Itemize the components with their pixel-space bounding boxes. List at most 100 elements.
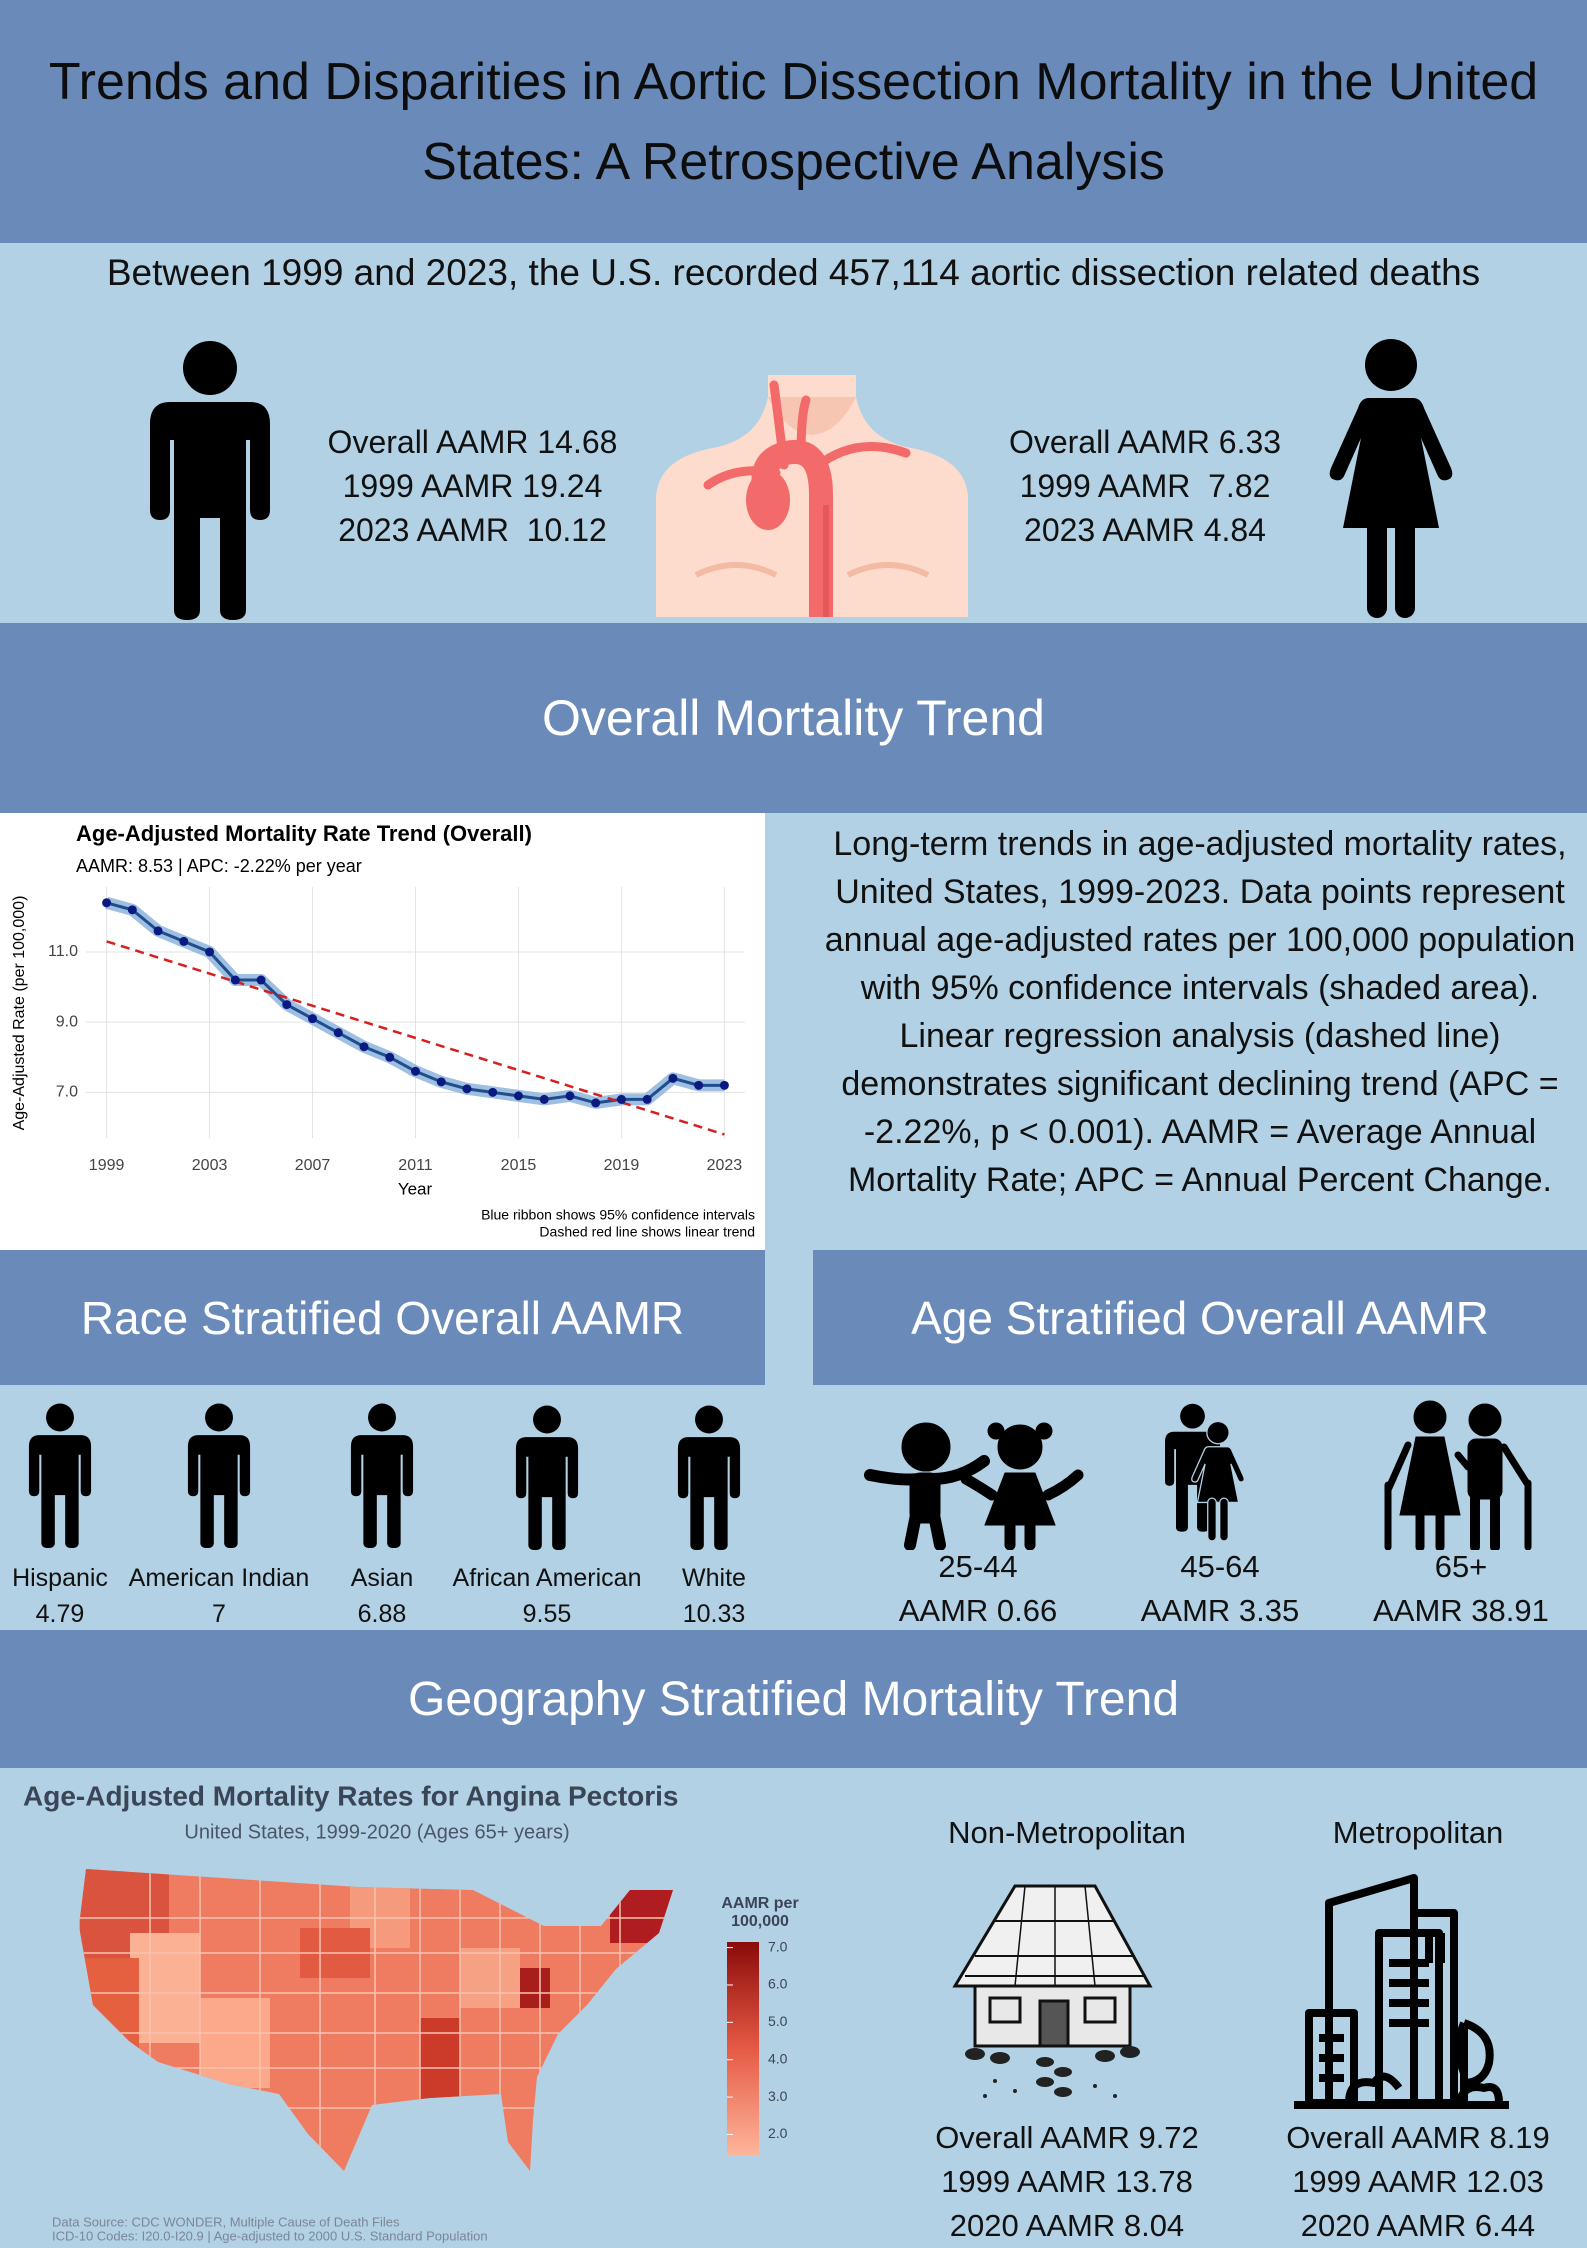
- race-icons: [28, 1403, 741, 1550]
- map-title: Age-Adjusted Mortality Rates for Angina …: [23, 1780, 679, 1811]
- colorbar-tick-label: 2.0: [768, 2125, 788, 2141]
- area-stat: 2020 AAMR 6.44: [1300, 2208, 1536, 2243]
- race-header: Race Stratified Overall AAMR: [0, 1250, 765, 1385]
- race-value: 6.88: [357, 1600, 407, 1628]
- person-icon: [187, 1403, 251, 1548]
- person-icon: [515, 1405, 579, 1550]
- colorbar: [727, 1942, 759, 2155]
- male-stats: Overall AAMR 14.68 1999 AAMR 19.24 2023 …: [300, 420, 645, 552]
- x-axis-label: Year: [398, 1179, 433, 1198]
- male-stat: 1999 AAMR 19.24: [342, 468, 603, 504]
- data-point: [694, 1080, 704, 1090]
- data-point: [565, 1091, 575, 1101]
- female-stat: 1999 AAMR 7.82: [1019, 468, 1271, 504]
- race-name: American Indian: [128, 1564, 310, 1592]
- regression-line: [106, 940, 725, 1136]
- colorbar-tick-label: 4.0: [768, 2050, 788, 2066]
- data-point: [411, 1066, 420, 1076]
- race-name: African American: [452, 1564, 642, 1592]
- data-point: [591, 1098, 601, 1108]
- page-title: Trends and Disparities in Aortic Dissect…: [48, 52, 1539, 191]
- area-stat: 1999 AAMR 13.78: [941, 2164, 1193, 2199]
- x-tick-label: 2007: [295, 1157, 331, 1174]
- person-icon: [350, 1403, 414, 1548]
- area-stat: 2020 AAMR 8.04: [949, 2208, 1185, 2243]
- male-stat: 2023 AAMR 10.12: [338, 512, 607, 548]
- chart-panel: Age-Adjusted Mortality Rate Trend (Overa…: [0, 813, 765, 1250]
- data-point: [359, 1042, 369, 1052]
- age-value: AAMR 0.66: [898, 1593, 1058, 1628]
- data-point: [539, 1094, 549, 1104]
- data-point: [719, 1080, 729, 1090]
- torso-illustration: [656, 375, 968, 617]
- data-point: [616, 1094, 626, 1104]
- rural-house-icon: [952, 1884, 1153, 2098]
- male-icon: [150, 341, 270, 620]
- data-point: [102, 898, 112, 908]
- female-stat: 2023 AAMR 4.84: [1024, 512, 1266, 548]
- age-group: 25-44 AAMR 0.66: [878, 1545, 1078, 1633]
- age-label: 65+: [1434, 1549, 1488, 1584]
- data-point: [333, 1028, 343, 1038]
- race-group: White 10.33: [664, 1560, 764, 1632]
- map-source: Data Source: CDC WONDER, Multiple Cause …: [52, 2214, 400, 2229]
- age-icons: [864, 1400, 1532, 1550]
- legend-title: AAMR per: [721, 1895, 798, 1912]
- data-point: [230, 975, 240, 985]
- data-point: [153, 926, 163, 936]
- male-stat: Overall AAMR 14.68: [327, 424, 618, 460]
- chart-title: Age-Adjusted Mortality Rate Trend (Overa…: [76, 821, 532, 846]
- colorbar-tick-label: 7.0: [768, 1938, 788, 1954]
- area-stats: Overall AAMR 9.72 1999 AAMR 13.78 2020 A…: [907, 2116, 1227, 2248]
- section-header: Geography Stratified Mortality Trend: [0, 1630, 1587, 1768]
- race-value: 10.33: [682, 1600, 746, 1628]
- title-band: Trends and Disparities in Aortic Dissect…: [0, 0, 1587, 243]
- x-tick-label: 2023: [707, 1157, 743, 1174]
- summary: Between 1999 and 2023, the U.S. recorded…: [106, 252, 1481, 293]
- age-header: Age Stratified Overall AAMR: [813, 1250, 1587, 1385]
- area-stat: 1999 AAMR 12.03: [1292, 2164, 1544, 2199]
- adults-icon: [1165, 1403, 1245, 1542]
- age-group: 45-64 AAMR 3.35: [1120, 1545, 1320, 1633]
- data-point: [308, 1014, 318, 1024]
- data-point: [436, 1077, 446, 1087]
- data-point: [256, 975, 266, 985]
- data-point: [642, 1094, 652, 1104]
- data-point: [488, 1087, 498, 1097]
- colorbar-tick-label: 5.0: [768, 2013, 788, 2029]
- children-icon: [864, 1422, 1084, 1550]
- line-chart: Age-Adjusted Mortality Rate Trend (Overa…: [11, 821, 755, 1240]
- chart-subtitle: AAMR: 8.53 | APC: -2.22% per year: [76, 856, 362, 876]
- race-group: American Indian 7: [124, 1560, 314, 1632]
- x-tick-label: 2019: [604, 1157, 640, 1174]
- seniors-icon: [1384, 1400, 1532, 1550]
- age-label: 45-64: [1180, 1549, 1260, 1584]
- area-stats: Overall AAMR 8.19 1999 AAMR 12.03 2020 A…: [1258, 2116, 1578, 2248]
- chart-note: Dashed red line shows linear trend: [539, 1224, 755, 1240]
- data-point: [127, 905, 137, 915]
- race-name: White: [682, 1564, 746, 1592]
- race-value: 4.79: [35, 1600, 85, 1628]
- x-tick-label: 2011: [398, 1157, 433, 1174]
- colorbar-tick-label: 6.0: [768, 1976, 788, 1992]
- data-point: [205, 947, 215, 957]
- female-icon: [1329, 339, 1453, 618]
- legend-title: 100,000: [731, 1913, 789, 1930]
- area-label: Metropolitan: [1332, 1815, 1504, 1850]
- age-label: 25-44: [938, 1549, 1018, 1584]
- data-point: [282, 1000, 292, 1010]
- map-subtitle: United States, 1999-2020 (Ages 65+ years…: [184, 1821, 569, 1843]
- city-icon: [1294, 1874, 1509, 2109]
- area-label: Non-Metropolitan: [948, 1815, 1186, 1850]
- data-point: [513, 1091, 523, 1101]
- data-point: [668, 1073, 678, 1083]
- person-icon: [677, 1405, 741, 1550]
- race-group: Asian 6.88: [332, 1560, 432, 1632]
- race-group: African American 9.55: [437, 1560, 657, 1632]
- y-axis-label: Age-Adjusted Rate (per 100,000): [11, 896, 28, 1131]
- race-group: Hispanic 4.79: [0, 1560, 120, 1632]
- section-header: Overall Mortality Trend: [0, 623, 1587, 813]
- x-tick-label: 1999: [89, 1157, 125, 1174]
